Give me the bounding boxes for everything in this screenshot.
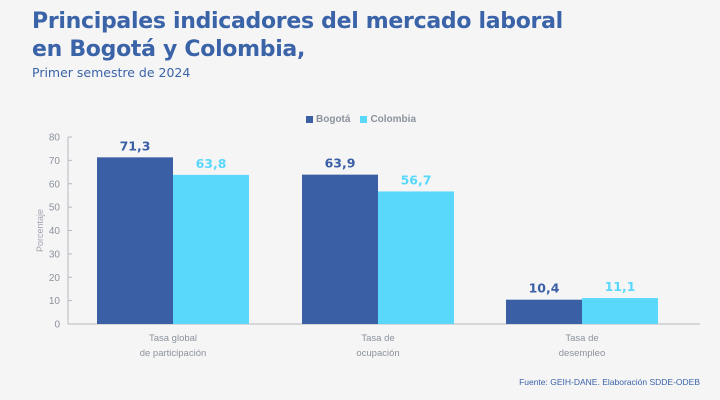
data-label-bogota: 71,3 <box>120 138 151 153</box>
bar-bogota <box>97 157 173 324</box>
x-tick-label: Tasa global <box>149 333 197 344</box>
legend-item-colombia: Colombia <box>360 114 416 125</box>
data-label-bogota: 63,9 <box>325 156 356 171</box>
y-tick-label: 20 <box>49 273 61 284</box>
bar-colombia <box>582 298 658 324</box>
y-tick-label: 70 <box>49 156 61 167</box>
y-tick-label: 50 <box>49 203 61 214</box>
bar-bogota <box>302 174 378 324</box>
bar-colombia <box>378 191 454 324</box>
x-tick-label: Tasa de <box>565 333 598 344</box>
legend-swatch-bogota <box>306 116 313 123</box>
legend-item-bogota: Bogotá <box>306 114 350 125</box>
y-tick-label: 30 <box>49 249 61 260</box>
y-tick-label: 40 <box>49 226 61 237</box>
y-tick-label: 60 <box>49 179 61 190</box>
bar-colombia <box>173 174 249 324</box>
source-note: Fuente: GEIH-DANE. Elaboración SDDE-ODEB <box>519 377 700 387</box>
chart-title-line2: en Bogotá y Colombia, <box>32 37 306 62</box>
bar-bogota <box>506 299 582 324</box>
chart-title-line1: Principales indicadores del mercado labo… <box>32 9 563 34</box>
data-label-colombia: 56,7 <box>401 172 432 187</box>
legend: Bogotá Colombia <box>306 114 416 125</box>
data-label-colombia: 11,1 <box>605 279 636 294</box>
y-tick-label: 0 <box>54 320 60 331</box>
y-tick-label: 10 <box>49 296 61 307</box>
legend-swatch-colombia <box>360 116 368 123</box>
x-tick-label: Tasa de <box>361 333 394 344</box>
y-axis-label: Porcentaje <box>35 209 45 252</box>
chart-subtitle: Primer semestre de 2024 <box>32 65 191 80</box>
x-tick-label: ocupación <box>356 348 399 359</box>
y-tick-label: 80 <box>49 133 61 144</box>
data-label-bogota: 10,4 <box>529 281 560 296</box>
chart-title: Principales indicadores del mercado labo… <box>32 8 563 64</box>
x-tick-label: de participación <box>140 348 207 359</box>
x-tick-label: desempleo <box>559 348 605 359</box>
legend-label-bogota: Bogotá <box>316 114 351 125</box>
legend-label-colombia: Colombia <box>370 114 417 125</box>
data-label-colombia: 63,8 <box>196 156 227 171</box>
